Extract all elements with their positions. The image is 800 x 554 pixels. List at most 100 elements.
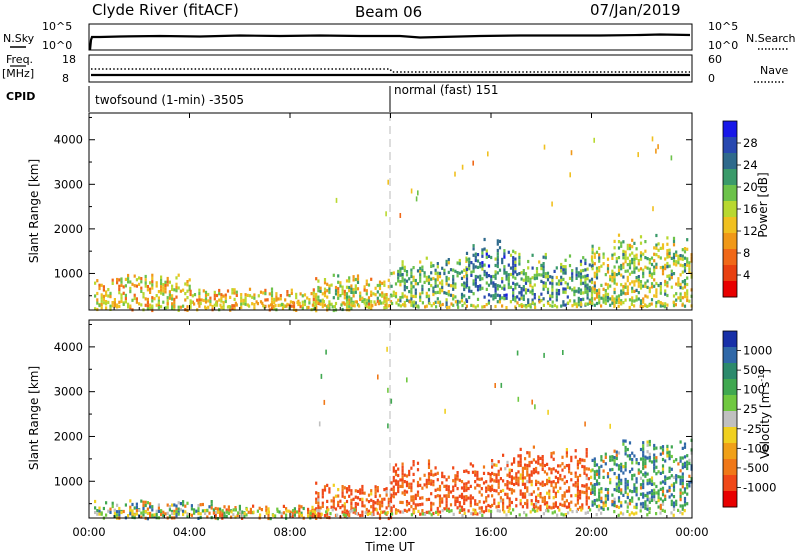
echo-cell (182, 512, 185, 517)
echo-cell (650, 272, 654, 276)
echo-cell (639, 509, 642, 513)
echo-cell (401, 465, 404, 469)
echo-cell (454, 503, 457, 507)
echo-cell (275, 298, 278, 302)
echo-cell (124, 503, 127, 507)
echo-cell (681, 504, 684, 508)
echo-cell (399, 478, 402, 482)
echo-cell (555, 266, 558, 270)
echo-cell (157, 301, 160, 305)
echo-cell (189, 299, 192, 303)
echo-cell (226, 305, 230, 309)
echo-cell (113, 512, 116, 516)
echo-cell (432, 286, 435, 290)
echo-speckle (551, 201, 553, 207)
y-tick-label: 1000 (54, 474, 83, 488)
echo-cell (587, 505, 590, 510)
echo-cell (513, 489, 516, 493)
echo-cell (96, 298, 99, 302)
echo-cell (485, 252, 488, 256)
echo-cell (197, 507, 200, 511)
echo-cell (655, 465, 658, 469)
echo-cell (497, 482, 500, 486)
echo-cell (370, 290, 373, 294)
echo-cell (317, 295, 320, 299)
echo-cell (395, 301, 398, 305)
echo-cell (456, 506, 459, 510)
echo-cell (588, 279, 591, 283)
echo-cell (102, 301, 105, 305)
echo-cell (584, 511, 587, 515)
echo-cell (472, 279, 475, 283)
echo-cell (445, 503, 448, 507)
echo-cell (639, 470, 643, 474)
echo-cell (544, 272, 547, 276)
echo-cell (485, 505, 488, 509)
echo-cell (591, 458, 594, 462)
echo-cell (463, 301, 466, 305)
echo-cell (179, 305, 182, 309)
echo-cell (598, 494, 601, 499)
echo-cell (434, 488, 437, 492)
echo-cell (637, 471, 640, 475)
echo-cell (109, 507, 112, 511)
echo-cell (659, 507, 662, 511)
echo-cell (496, 284, 499, 288)
echo-cell (175, 510, 178, 514)
y-tick-label: 1000 (54, 266, 83, 280)
echo-cell (519, 457, 522, 461)
echo-cell (630, 302, 633, 306)
echo-cell (633, 270, 636, 274)
echo-cell (579, 461, 582, 465)
echo-cell (550, 455, 553, 459)
echo-cell (495, 473, 498, 477)
echo-cell (307, 514, 310, 518)
echo-cell (381, 501, 384, 505)
echo-cell (655, 291, 658, 295)
echo-cell (107, 288, 110, 292)
echo-cell (157, 290, 160, 294)
echo-cell (476, 474, 479, 478)
echo-cell (298, 514, 301, 518)
echo-cell (532, 503, 535, 507)
echo-cell (553, 510, 556, 514)
echo-cell (441, 481, 444, 485)
echo-cell (664, 267, 667, 271)
echo-cell (595, 504, 599, 509)
echo-cell (539, 463, 542, 467)
echo-cell (350, 287, 353, 291)
echo-cell (441, 302, 444, 307)
echo-cell (518, 297, 521, 301)
echo-cell (423, 274, 426, 278)
echo-cell (354, 495, 357, 499)
echo-cell (598, 291, 601, 295)
echo-cell (436, 510, 439, 514)
echo-cell (293, 510, 296, 514)
echo-speckle (323, 399, 326, 405)
echo-cell (372, 506, 375, 510)
echo-cell (543, 502, 546, 506)
echo-cell (528, 464, 531, 468)
echo-cell (467, 509, 470, 513)
echo-cell (445, 478, 448, 482)
echo-cell (173, 288, 176, 292)
echo-cell (679, 257, 682, 261)
echo-cell (374, 491, 377, 495)
echo-cell (300, 511, 303, 515)
echo-cell (664, 497, 667, 501)
echo-cell (323, 287, 327, 291)
echo-cell (186, 296, 189, 300)
echo-cell (391, 301, 394, 306)
echo-cell (385, 293, 388, 297)
echo-cell (240, 299, 243, 303)
echo-cell (677, 296, 680, 300)
echo-cell (562, 268, 565, 272)
echo-cell (611, 455, 614, 459)
echo-cell (332, 483, 335, 487)
echo-cell (392, 475, 395, 480)
echo-cell (579, 278, 583, 283)
echo-cell (399, 299, 402, 303)
echo-cell (234, 515, 237, 519)
